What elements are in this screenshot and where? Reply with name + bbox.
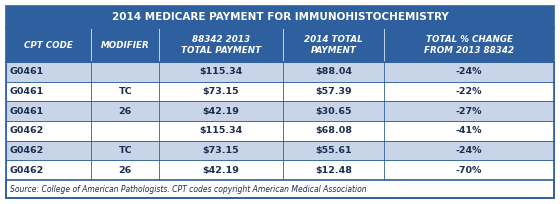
Text: $73.15: $73.15	[203, 146, 240, 155]
Bar	[6, 180, 554, 198]
Bar	[6, 141, 554, 160]
Text: $30.65: $30.65	[315, 107, 352, 116]
Bar	[6, 121, 554, 141]
Text: 26: 26	[119, 107, 132, 116]
Text: -27%: -27%	[456, 107, 482, 116]
Text: G0461: G0461	[10, 107, 44, 116]
Text: $115.34: $115.34	[199, 67, 242, 76]
Bar	[6, 62, 554, 82]
Bar	[6, 160, 554, 180]
Text: $68.08: $68.08	[315, 126, 352, 135]
Text: MODIFIER: MODIFIER	[101, 41, 150, 50]
Text: -22%: -22%	[456, 87, 482, 96]
Text: $42.19: $42.19	[203, 107, 240, 116]
Text: G0461: G0461	[10, 87, 44, 96]
Text: 2014 TOTAL
PAYMENT: 2014 TOTAL PAYMENT	[304, 35, 363, 55]
Text: -24%: -24%	[456, 67, 482, 76]
Text: -24%: -24%	[456, 146, 482, 155]
Text: $115.34: $115.34	[199, 126, 242, 135]
Text: $12.48: $12.48	[315, 166, 352, 175]
Text: -41%: -41%	[456, 126, 482, 135]
Text: -70%: -70%	[456, 166, 482, 175]
Bar	[6, 28, 554, 62]
Bar	[6, 6, 554, 28]
Bar	[6, 82, 554, 101]
Text: $73.15: $73.15	[203, 87, 240, 96]
Bar	[6, 101, 554, 121]
Text: G0462: G0462	[10, 146, 44, 155]
Text: TC: TC	[118, 87, 132, 96]
Text: G0461: G0461	[10, 67, 44, 76]
Text: 26: 26	[119, 166, 132, 175]
Text: Source: College of American Pathologists. CPT codes copyright American Medical A: Source: College of American Pathologists…	[10, 184, 367, 194]
Text: TOTAL % CHANGE
FROM 2013 88342: TOTAL % CHANGE FROM 2013 88342	[424, 35, 514, 55]
Text: 88342 2013
TOTAL PAYMENT: 88342 2013 TOTAL PAYMENT	[181, 35, 261, 55]
Text: $88.04: $88.04	[315, 67, 352, 76]
Text: CPT CODE: CPT CODE	[24, 41, 73, 50]
Text: $55.61: $55.61	[315, 146, 352, 155]
Text: $42.19: $42.19	[203, 166, 240, 175]
Text: G0462: G0462	[10, 166, 44, 175]
Text: G0462: G0462	[10, 126, 44, 135]
Text: 2014 MEDICARE PAYMENT FOR IMMUNOHISTOCHEMISTRY: 2014 MEDICARE PAYMENT FOR IMMUNOHISTOCHE…	[111, 12, 449, 22]
Text: $57.39: $57.39	[315, 87, 352, 96]
Text: TC: TC	[118, 146, 132, 155]
